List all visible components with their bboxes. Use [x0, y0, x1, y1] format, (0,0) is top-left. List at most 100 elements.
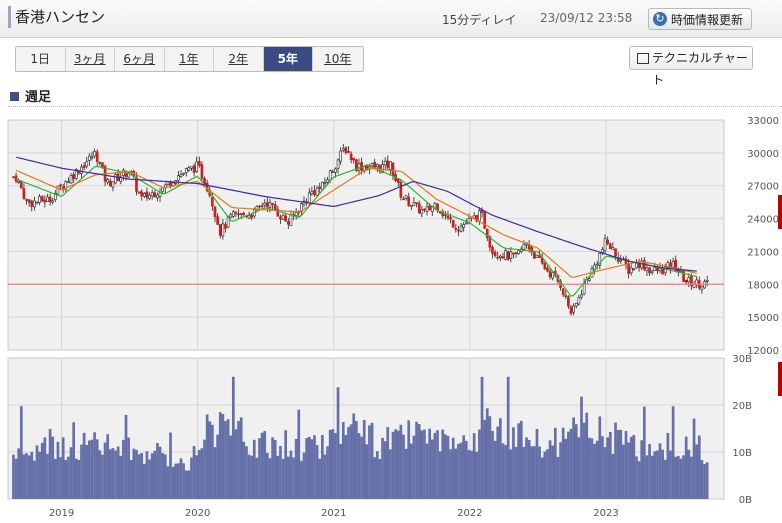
volume-bar [632, 435, 636, 499]
candle-body [514, 252, 518, 254]
tab-1y[interactable]: 1年 [165, 47, 214, 71]
volume-bar [425, 443, 429, 499]
volume-bar [658, 443, 662, 499]
price-tick-label: 24000 [747, 215, 779, 226]
volume-bar [381, 437, 384, 499]
volume-bar [98, 450, 102, 499]
candle-body [569, 306, 573, 314]
volume-bar [622, 444, 625, 499]
volume-bar [705, 462, 709, 499]
candle-body [339, 150, 342, 162]
volume-bar [645, 455, 649, 499]
tab-10y[interactable]: 10年 [324, 52, 352, 66]
volume-bar [103, 442, 107, 499]
volume-bar [132, 448, 136, 499]
moving-average-short-line [15, 164, 697, 297]
candle-body [533, 251, 536, 259]
volume-bar [122, 439, 125, 499]
candle-body [153, 192, 157, 198]
candle-body [326, 179, 329, 183]
volume-bar [404, 448, 408, 499]
candle-body [546, 267, 549, 272]
candle-body [344, 147, 348, 153]
volume-bar [328, 429, 332, 499]
volume-bar [352, 413, 356, 499]
candle-body [258, 205, 261, 208]
volume-bar [260, 432, 264, 499]
volume-bar [650, 455, 654, 499]
candle-body [538, 255, 541, 259]
volume-bar [616, 429, 620, 499]
volume-bar [286, 456, 290, 499]
volume-bar [25, 453, 28, 499]
candle-body [478, 210, 481, 222]
volume-bar [674, 456, 678, 499]
volume-bar [700, 460, 704, 499]
x-tick-label: 2022 [457, 508, 482, 519]
volume-bar [85, 444, 89, 499]
volume-bar [190, 457, 193, 499]
volume-bar [266, 452, 269, 499]
volume-bar [564, 438, 568, 499]
candle-body [182, 172, 185, 175]
candle-body [195, 161, 199, 172]
tab-6m[interactable]: 6ヶ月 [115, 47, 165, 71]
page-title: 香港ハンセン [8, 6, 105, 28]
x-tick-label: 2021 [321, 508, 346, 519]
candle-body [457, 229, 460, 232]
volume-bar [344, 434, 348, 499]
candle-body [373, 162, 377, 168]
volume-bar [292, 457, 295, 499]
volume-bar [648, 444, 651, 499]
volume-bar [69, 447, 73, 499]
candle-body [218, 224, 222, 236]
tab-3m[interactable]: 3ヶ月 [66, 47, 115, 71]
volume-bar [279, 445, 282, 499]
volume-bar [527, 440, 531, 499]
candle-body [543, 262, 547, 270]
volume-bar [533, 446, 536, 499]
volume-bar [72, 422, 75, 499]
candle-body [561, 288, 565, 295]
volume-bar [263, 430, 267, 499]
candle-body [266, 202, 269, 207]
volume-bar [475, 451, 479, 499]
candle-body [572, 305, 575, 313]
tab-5y[interactable]: 5年 [263, 47, 313, 71]
volume-bar [161, 453, 165, 499]
technical-chart-button[interactable]: テクニカルチャート [629, 46, 753, 87]
candle-body [504, 250, 507, 260]
candle-body [111, 181, 115, 188]
volume-bar [114, 450, 117, 499]
volume-bar [163, 454, 167, 499]
candle-body [61, 186, 65, 189]
volume-bar [320, 434, 324, 499]
volume-bar [519, 420, 523, 499]
volume-bar [111, 448, 115, 499]
tab-1d[interactable]: 1日 [16, 47, 66, 71]
volume-bar [449, 449, 452, 499]
volume-bar [661, 449, 664, 499]
volume-bar [682, 455, 685, 499]
candle-body [74, 169, 78, 179]
volume-bar [642, 406, 646, 499]
volume-bar [467, 449, 471, 499]
refresh-button[interactable]: ↻ 時価情報更新 [648, 8, 752, 30]
candle-body [197, 160, 201, 166]
volume-bar [441, 429, 445, 499]
volume-bar [59, 457, 62, 499]
candle-body [365, 165, 369, 171]
candle-body [169, 182, 172, 186]
candle-body [90, 156, 94, 159]
volume-bar [472, 433, 476, 499]
volume-bar [297, 409, 301, 499]
candle-body [80, 166, 83, 174]
candle-body [402, 198, 405, 201]
volume-bar [182, 463, 185, 499]
candle-body [124, 170, 128, 177]
volume-bar [365, 444, 369, 499]
candle-body [428, 205, 431, 211]
tab-2y[interactable]: 2年 [214, 47, 264, 71]
volume-bar [231, 376, 235, 499]
candle-body [423, 208, 426, 211]
